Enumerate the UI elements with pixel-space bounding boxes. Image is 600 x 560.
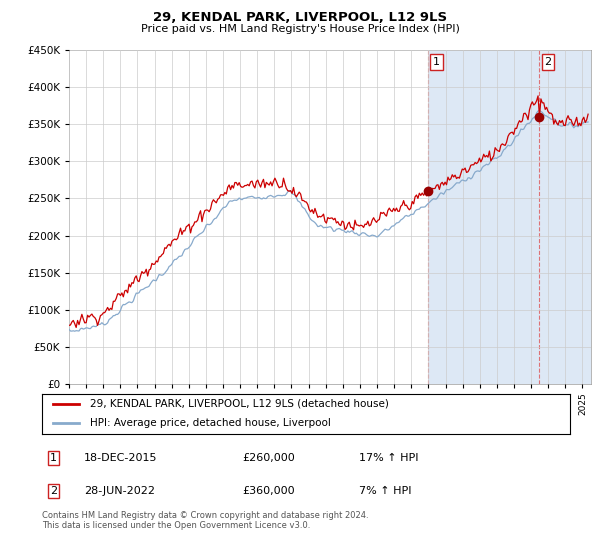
Text: 29, KENDAL PARK, LIVERPOOL, L12 9LS (detached house): 29, KENDAL PARK, LIVERPOOL, L12 9LS (det… xyxy=(89,399,388,409)
Text: 28-JUN-2022: 28-JUN-2022 xyxy=(84,486,155,496)
Text: 29, KENDAL PARK, LIVERPOOL, L12 9LS: 29, KENDAL PARK, LIVERPOOL, L12 9LS xyxy=(153,11,447,24)
Text: 2: 2 xyxy=(544,57,551,67)
Text: HPI: Average price, detached house, Liverpool: HPI: Average price, detached house, Live… xyxy=(89,418,331,428)
Text: 17% ↑ HPI: 17% ↑ HPI xyxy=(359,453,418,463)
Bar xyxy=(428,50,591,384)
Text: £260,000: £260,000 xyxy=(242,453,295,463)
Text: 1: 1 xyxy=(50,453,57,463)
Text: Price paid vs. HM Land Registry's House Price Index (HPI): Price paid vs. HM Land Registry's House … xyxy=(140,24,460,34)
Text: £360,000: £360,000 xyxy=(242,486,295,496)
Text: 1: 1 xyxy=(433,57,440,67)
Text: 18-DEC-2015: 18-DEC-2015 xyxy=(84,453,158,463)
Text: 2: 2 xyxy=(50,486,57,496)
Text: Contains HM Land Registry data © Crown copyright and database right 2024.
This d: Contains HM Land Registry data © Crown c… xyxy=(42,511,368,530)
Text: 7% ↑ HPI: 7% ↑ HPI xyxy=(359,486,412,496)
